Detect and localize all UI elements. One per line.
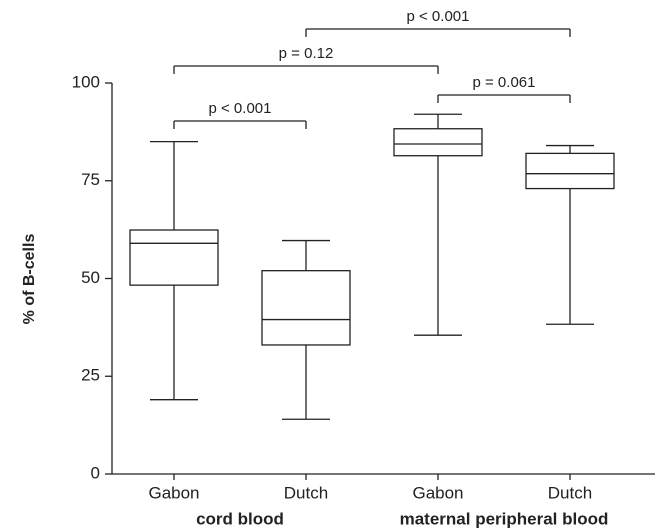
p-value-label: p = 0.061 [473, 74, 536, 91]
x-tick-label: Gabon [148, 483, 199, 502]
p-value-label: p < 0.001 [407, 8, 470, 25]
group-label: maternal peripheral blood [400, 509, 609, 528]
box [261, 270, 351, 346]
p-value-label: p = 0.12 [279, 45, 334, 62]
x-tick-label: Dutch [284, 483, 328, 502]
box [393, 128, 483, 157]
y-tick-label: 0 [91, 463, 100, 482]
y-tick-label: 100 [72, 72, 100, 91]
group-label: cord blood [196, 509, 284, 528]
y-tick-label: 75 [81, 170, 100, 189]
x-tick-label: Dutch [548, 483, 592, 502]
y-axis-label: % of B-cells [21, 234, 38, 325]
y-tick-label: 50 [81, 268, 100, 287]
p-value-label: p < 0.001 [209, 100, 272, 117]
x-tick-label: Gabon [412, 483, 463, 502]
y-tick-label: 25 [81, 366, 100, 385]
box [525, 152, 615, 190]
box [129, 229, 219, 286]
